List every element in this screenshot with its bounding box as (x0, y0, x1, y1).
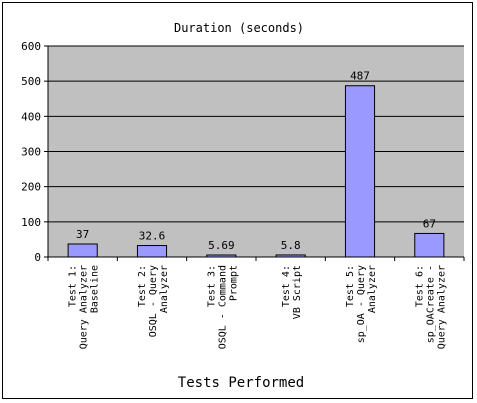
x-tick-label-line: sp_OA - Query (356, 265, 367, 343)
bar (275, 254, 306, 258)
chart-frame: Duration (seconds) 0 100 200 300 400 500 600 3… (2, 2, 473, 399)
y-tick-label: 600 (21, 40, 41, 53)
x-tick-label-line: Test 6: (414, 265, 425, 307)
bar (206, 254, 237, 258)
chart-title: Duration (seconds) (174, 21, 304, 35)
x-tick-label-line: Test 2: (137, 265, 148, 307)
x-tick-label-line: Query Analyzer (436, 265, 447, 349)
bar (67, 243, 98, 258)
x-axis-title: Tests Performed (178, 375, 304, 391)
y-tick-label: 200 (21, 181, 41, 194)
x-tick-label-line: Baseline (90, 265, 101, 313)
y-tick-label: 400 (21, 110, 41, 123)
bar (344, 85, 376, 258)
x-tick-label-line: Test 4: (281, 265, 292, 307)
x-tick-label: Test 3: OSQL - Command Prompt (206, 265, 239, 349)
x-tick-label-line: Prompt (228, 265, 239, 301)
x-tick-label-line: Test 5: (345, 265, 356, 307)
y-tick-label: 500 (21, 75, 41, 88)
axes: 0 100 200 300 400 500 600 (21, 40, 465, 264)
bar (414, 232, 445, 258)
y-tick-label: 100 (21, 216, 41, 229)
data-label: 32.6 (139, 230, 166, 243)
x-tick-label: Test 2: OSQL - Query Analyzer (137, 265, 170, 337)
gridlines (48, 45, 464, 223)
x-tick-label-line: sp_OACreate - (425, 265, 436, 343)
x-tick-label-line: Analyzer (159, 265, 170, 313)
x-tick-label-line: Query Analyzer (79, 265, 90, 349)
data-label: 5.8 (281, 239, 301, 252)
duration-bar-chart: Duration (seconds) 0 100 200 300 400 500 600 3… (21, 21, 465, 391)
y-tick-label: 0 (34, 251, 41, 264)
x-tick-label: Test 1: Query Analyzer Baseline (68, 265, 101, 349)
x-tick-label-line: VB Script (292, 265, 303, 319)
data-label: 37 (76, 228, 89, 241)
data-label: 5.69 (208, 239, 235, 252)
x-tick-label-line: OSQL - Query (148, 265, 159, 337)
x-tick-label-line: Test 1: (68, 265, 79, 307)
x-tick-label: Test 5: sp_OA - Query Analyzer (345, 265, 378, 343)
x-tick-label-line: Test 3: (206, 265, 217, 307)
y-tick-label: 300 (21, 146, 41, 159)
x-tick-label-line: Analyzer (367, 265, 378, 313)
bars (67, 85, 445, 258)
x-tick-labels: Test 1: Query Analyzer Baseline Test 2: OSQL… (68, 265, 448, 349)
data-label: 487 (350, 70, 370, 83)
bar (136, 245, 168, 258)
x-tick-label: Test 4: VB Script (281, 265, 303, 319)
x-tick-label: Test 6: sp_OACreate - Query Analyzer (414, 265, 447, 349)
x-tick-label-line: OSQL - Command (217, 265, 228, 349)
data-labels: 37 32.6 5.69 5.8 487 67 (76, 70, 436, 252)
data-label: 67 (423, 217, 436, 230)
